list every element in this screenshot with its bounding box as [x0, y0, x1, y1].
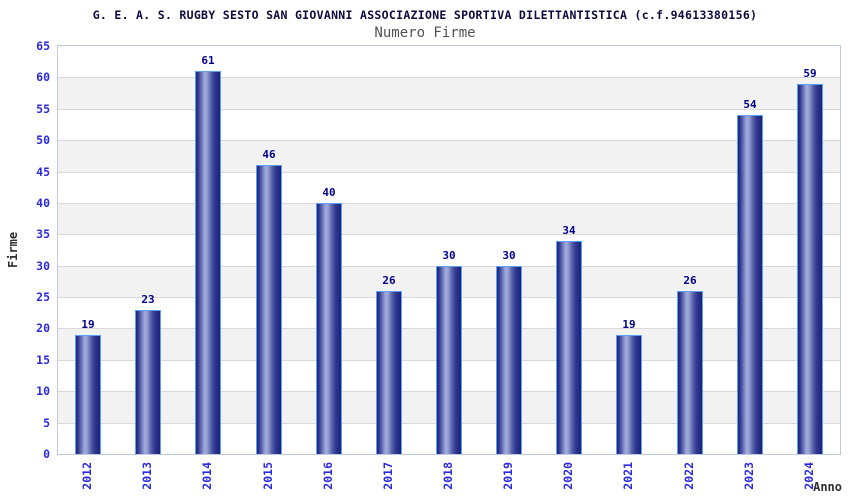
x-tick-label: 2017 [381, 462, 395, 490]
bar-2015 [256, 165, 282, 454]
y-tick-label: 0 [43, 447, 50, 461]
bar-value-label: 54 [743, 98, 757, 111]
grid-band [58, 140, 840, 172]
y-tick-label: 30 [36, 259, 50, 273]
gridline [58, 203, 840, 204]
grid-band [58, 108, 840, 141]
y-tick-label: 5 [43, 416, 50, 430]
gridline [58, 140, 840, 141]
bar-2023 [737, 115, 763, 454]
x-tick-label: 2021 [621, 462, 635, 490]
gridline [58, 234, 840, 235]
bar-2022 [677, 291, 703, 454]
bar-value-label: 23 [141, 293, 155, 306]
x-tick-label: 2020 [561, 462, 575, 490]
y-tick-label: 50 [36, 133, 50, 147]
x-axis-title: Anno [813, 480, 842, 494]
grid-band [58, 77, 840, 109]
bar-2012 [75, 335, 101, 454]
y-tick-label: 55 [36, 102, 50, 116]
bar-2016 [316, 203, 342, 454]
y-tick-label: 20 [36, 321, 50, 335]
bar-value-label: 34 [562, 224, 576, 237]
bar-value-label: 19 [81, 318, 95, 331]
y-tick-label: 60 [36, 70, 50, 84]
bar-value-label: 40 [322, 186, 336, 199]
bar-value-label: 26 [683, 274, 697, 287]
y-tick-label: 10 [36, 384, 50, 398]
grid-band [58, 202, 840, 235]
bar-value-label: 19 [622, 318, 636, 331]
gridline [58, 77, 840, 78]
bar-2024 [797, 84, 823, 454]
bar-value-label: 30 [442, 249, 456, 262]
y-tick-label: 35 [36, 227, 50, 241]
bar-2014 [195, 71, 221, 454]
x-tick-label: 2013 [140, 462, 154, 490]
x-tick-label: 2022 [682, 462, 696, 490]
bar-value-label: 46 [262, 148, 276, 161]
y-tick-label: 25 [36, 290, 50, 304]
bar-2018 [436, 266, 462, 454]
x-tick-label: 2019 [501, 462, 515, 490]
chart-subtitle: Numero Firme [374, 25, 476, 41]
y-tick-label: 15 [36, 353, 50, 367]
y-tick-label: 65 [36, 39, 50, 53]
x-tick-label: 2015 [261, 462, 275, 490]
bar-value-label: 61 [201, 54, 215, 67]
y-tick-label: 45 [36, 165, 50, 179]
x-tick-label: 2012 [80, 462, 94, 490]
bar-value-label: 59 [803, 67, 817, 80]
bar-value-label: 26 [382, 274, 396, 287]
grid-band [58, 234, 840, 266]
gridline [58, 172, 840, 173]
x-tick-label: 2016 [321, 462, 335, 490]
bar-2017 [376, 291, 402, 454]
bar-2019 [496, 266, 522, 454]
x-tick-label: 2023 [742, 462, 756, 490]
bar-2021 [616, 335, 642, 454]
chart-title: G. E. A. S. RUGBY SESTO SAN GIOVANNI ASS… [92, 8, 758, 22]
y-tick-label: 40 [36, 196, 50, 210]
bar-value-label: 30 [502, 249, 516, 262]
x-tick-label: 2018 [441, 462, 455, 490]
plot-area: 19 23 61 46 40 26 30 30 34 19 26 54 59 [57, 45, 841, 455]
grid-band [58, 171, 840, 203]
grid-band [58, 46, 840, 78]
x-tick-label: 2014 [200, 462, 214, 490]
bar-2013 [135, 310, 161, 454]
gridline [58, 109, 840, 110]
bar-2020 [556, 241, 582, 454]
